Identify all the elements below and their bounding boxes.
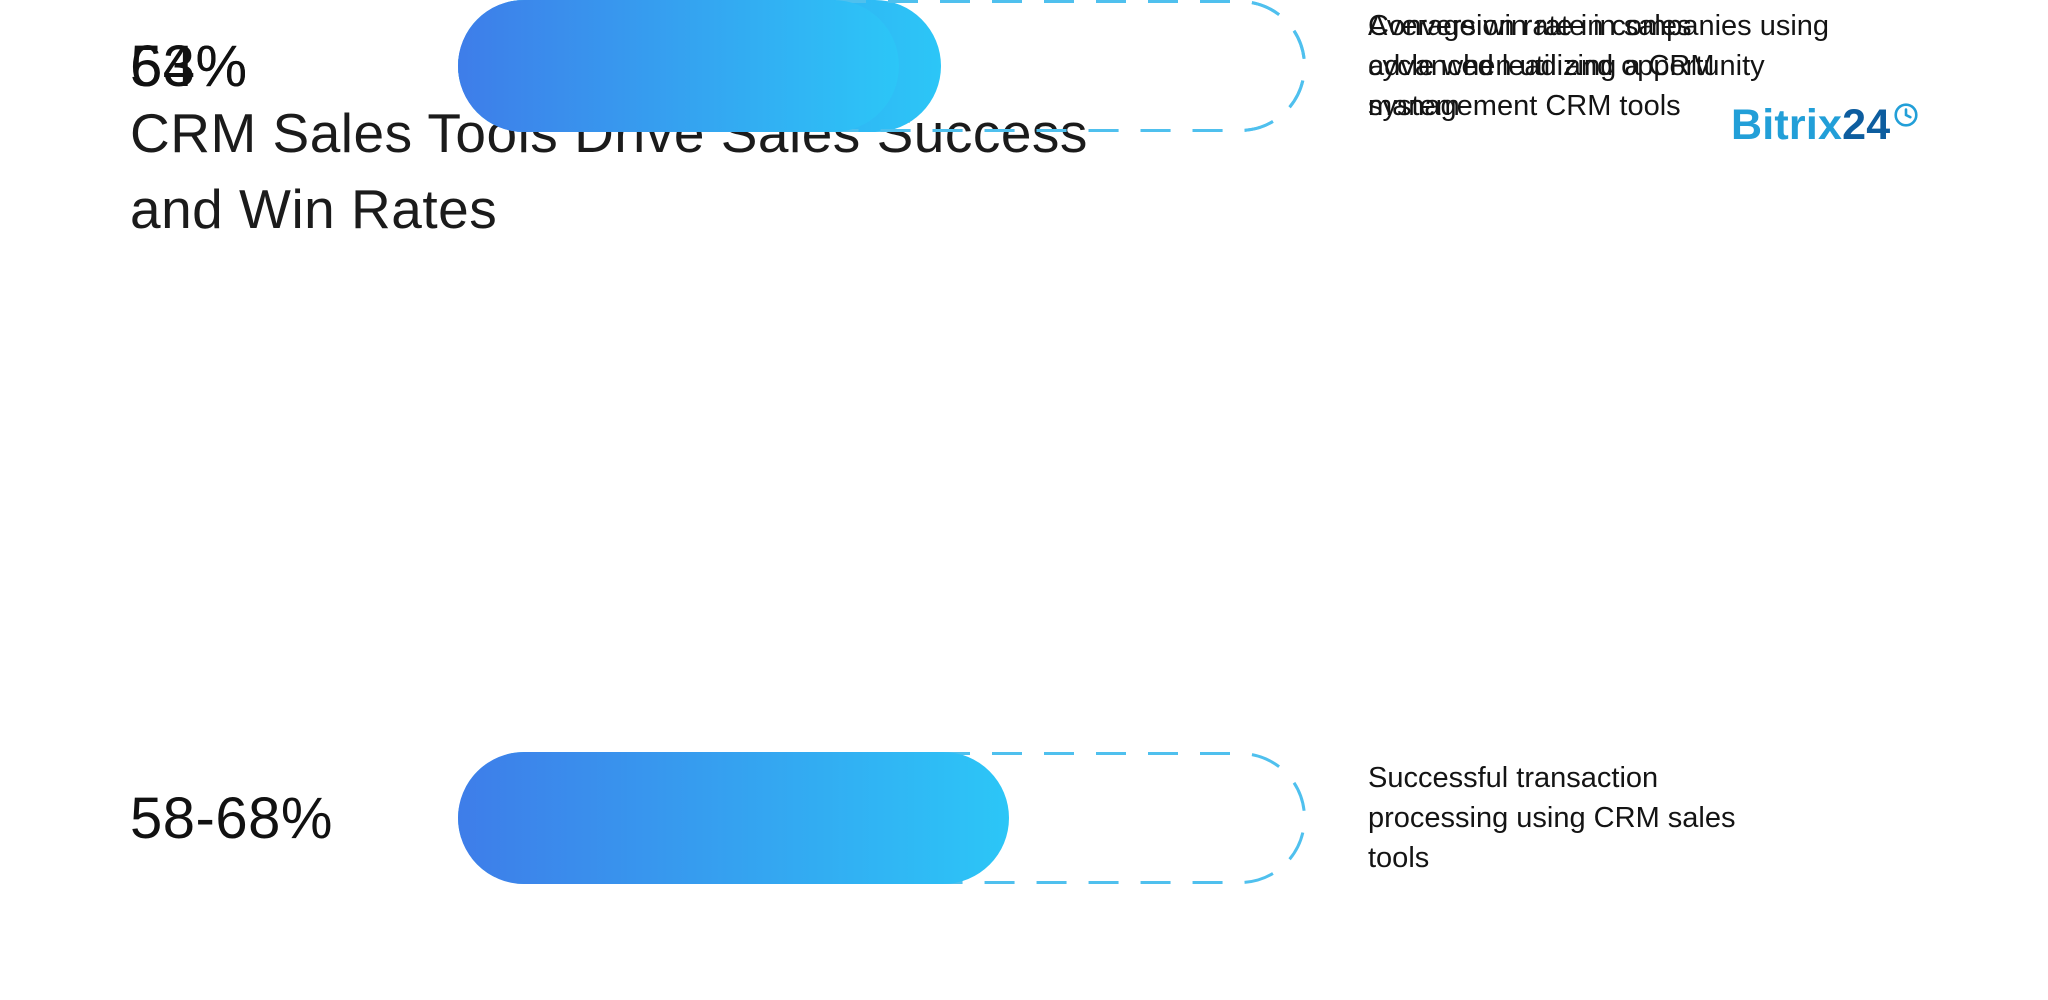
bar-value-label: 54%: [130, 33, 248, 99]
bar-description: Conversion rate in companies using advan…: [1368, 9, 1830, 122]
logo-text-bitrix: Bitrix: [1731, 101, 1843, 149]
bitrix24-logo: Bitrix 24: [1731, 101, 1919, 149]
clock-icon: [1894, 103, 1918, 127]
bar-row-1: 58-68% Successful transaction processing…: [130, 752, 2008, 884]
bar-value-label: 63%: [130, 33, 248, 99]
bar-row-3: 54% Average win rate in sales cycle when…: [130, 0, 2008, 132]
bar-description: Average win rate in sales cycle when uti…: [1368, 9, 1715, 122]
bar-description: Successful transaction processing using …: [1368, 761, 1736, 874]
bar-value-label: 58-68%: [130, 785, 333, 851]
logo-text-24: 24: [1842, 101, 1891, 149]
bar-fill: [458, 0, 899, 132]
bar-fill: [458, 752, 1010, 884]
bar-track: [458, 752, 1306, 884]
bar-track: [458, 0, 1306, 132]
